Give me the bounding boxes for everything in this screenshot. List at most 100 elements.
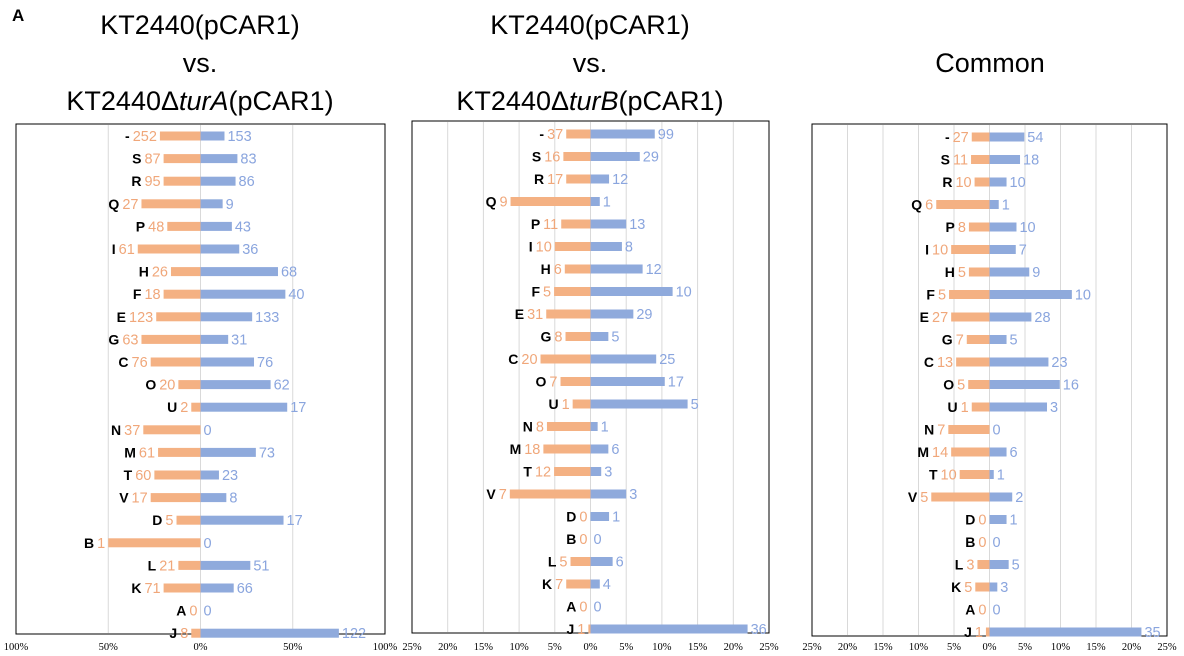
right-value-label: 28 [1034,310,1050,326]
bar-left [137,244,201,254]
bar-left [566,579,591,589]
category-label: T [523,464,532,480]
right-value-label: 1 [997,468,1005,484]
bar-left [163,154,201,164]
bar-right [590,624,748,634]
category-label: B [965,534,975,550]
right-value-label: 0 [993,535,1001,551]
bar-right [200,221,232,231]
x-tick-label: 0% [584,642,598,653]
bar-right [590,579,600,589]
bar-left [956,357,990,367]
left-value-label: 0 [978,535,986,551]
category-label: S [941,152,950,168]
right-value-label: 6 [1010,445,1018,461]
left-value-label: 18 [524,442,540,458]
right-value-label: 0 [594,600,602,616]
category-label: R [942,174,952,190]
bar-right [200,312,253,322]
category-label: P [945,219,954,235]
bar-right [200,244,240,254]
left-value-label: 17 [547,172,563,188]
left-value-label: 95 [144,174,160,190]
category-label: K [951,579,961,595]
left-value-label: 5 [543,285,551,301]
right-value-label: 23 [1051,355,1067,371]
left-value-label: 5 [920,490,928,506]
bar-left [554,242,591,251]
category-label: U [948,399,958,415]
category-label: M [124,444,136,460]
bar-right [590,444,609,454]
bar-right [200,289,286,299]
category-label: Q [486,194,497,210]
left-value-label: 5 [964,580,972,596]
x-tick-label: 20% [838,642,858,653]
category-label: V [119,490,129,506]
left-value-label: 13 [937,355,953,371]
x-tick-label: 25% [759,642,779,653]
bar-left [543,444,591,454]
category-label: B [84,535,94,551]
category-label: D [566,509,576,525]
left-value-label: 10 [955,175,971,191]
left-value-label: 10 [941,468,957,484]
bar-right [200,334,229,344]
bar-right [989,515,1007,524]
category-label: F [531,284,540,300]
bar-left [951,312,990,322]
right-value-label: 12 [646,262,662,278]
bar-left [975,582,990,592]
bar-right [590,287,673,296]
left-value-label: 7 [549,375,557,391]
right-value-label: 3 [629,487,637,503]
category-label: J [566,621,574,637]
bar-right [989,312,1032,322]
right-value-label: 10 [1010,175,1026,191]
left-value-label: 0 [978,513,986,529]
left-value-label: 123 [129,310,153,326]
bar-left [570,557,591,566]
right-value-label: 25 [659,352,675,368]
bar-right [200,447,256,457]
bar-left [163,583,201,593]
right-value-label: 99 [658,127,674,143]
left-value-label: 76 [132,355,148,371]
left-value-label: 26 [152,265,168,281]
bar-left [561,219,591,229]
bar-right [590,219,627,229]
bar-right [590,309,634,319]
bar-right [200,154,238,164]
bar-right [590,242,622,251]
category-label: T [929,467,938,483]
x-tick-label: 10% [652,642,672,653]
right-value-label: 17 [290,400,306,416]
bar-left [154,470,201,480]
bar-right [590,129,655,139]
bar-left [509,489,591,499]
right-value-label: 40 [288,287,304,303]
bar-right [989,560,1009,569]
category-label: C [508,351,518,367]
left-value-label: 21 [159,558,175,574]
bar-right [590,467,602,476]
bar-left [167,221,201,231]
bar-right [590,332,609,341]
category-label: S [132,151,141,167]
bar-left [588,624,591,634]
right-value-label: 23 [222,468,238,484]
left-value-label: 6 [554,262,562,278]
left-value-label: 1 [577,622,585,638]
category-label: J [964,624,972,640]
bar-left [143,425,201,435]
left-value-label: 10 [932,243,948,259]
bar-right [590,399,688,409]
category-label: H [541,261,551,277]
category-label: - [125,128,130,144]
bar-left [959,470,990,479]
category-label: R [534,171,544,187]
bar-left [150,493,201,503]
left-value-label: 1 [961,400,969,416]
panel-title-line: KT2440ΔturA(pCAR1) [66,86,334,116]
bar-right [200,380,271,390]
